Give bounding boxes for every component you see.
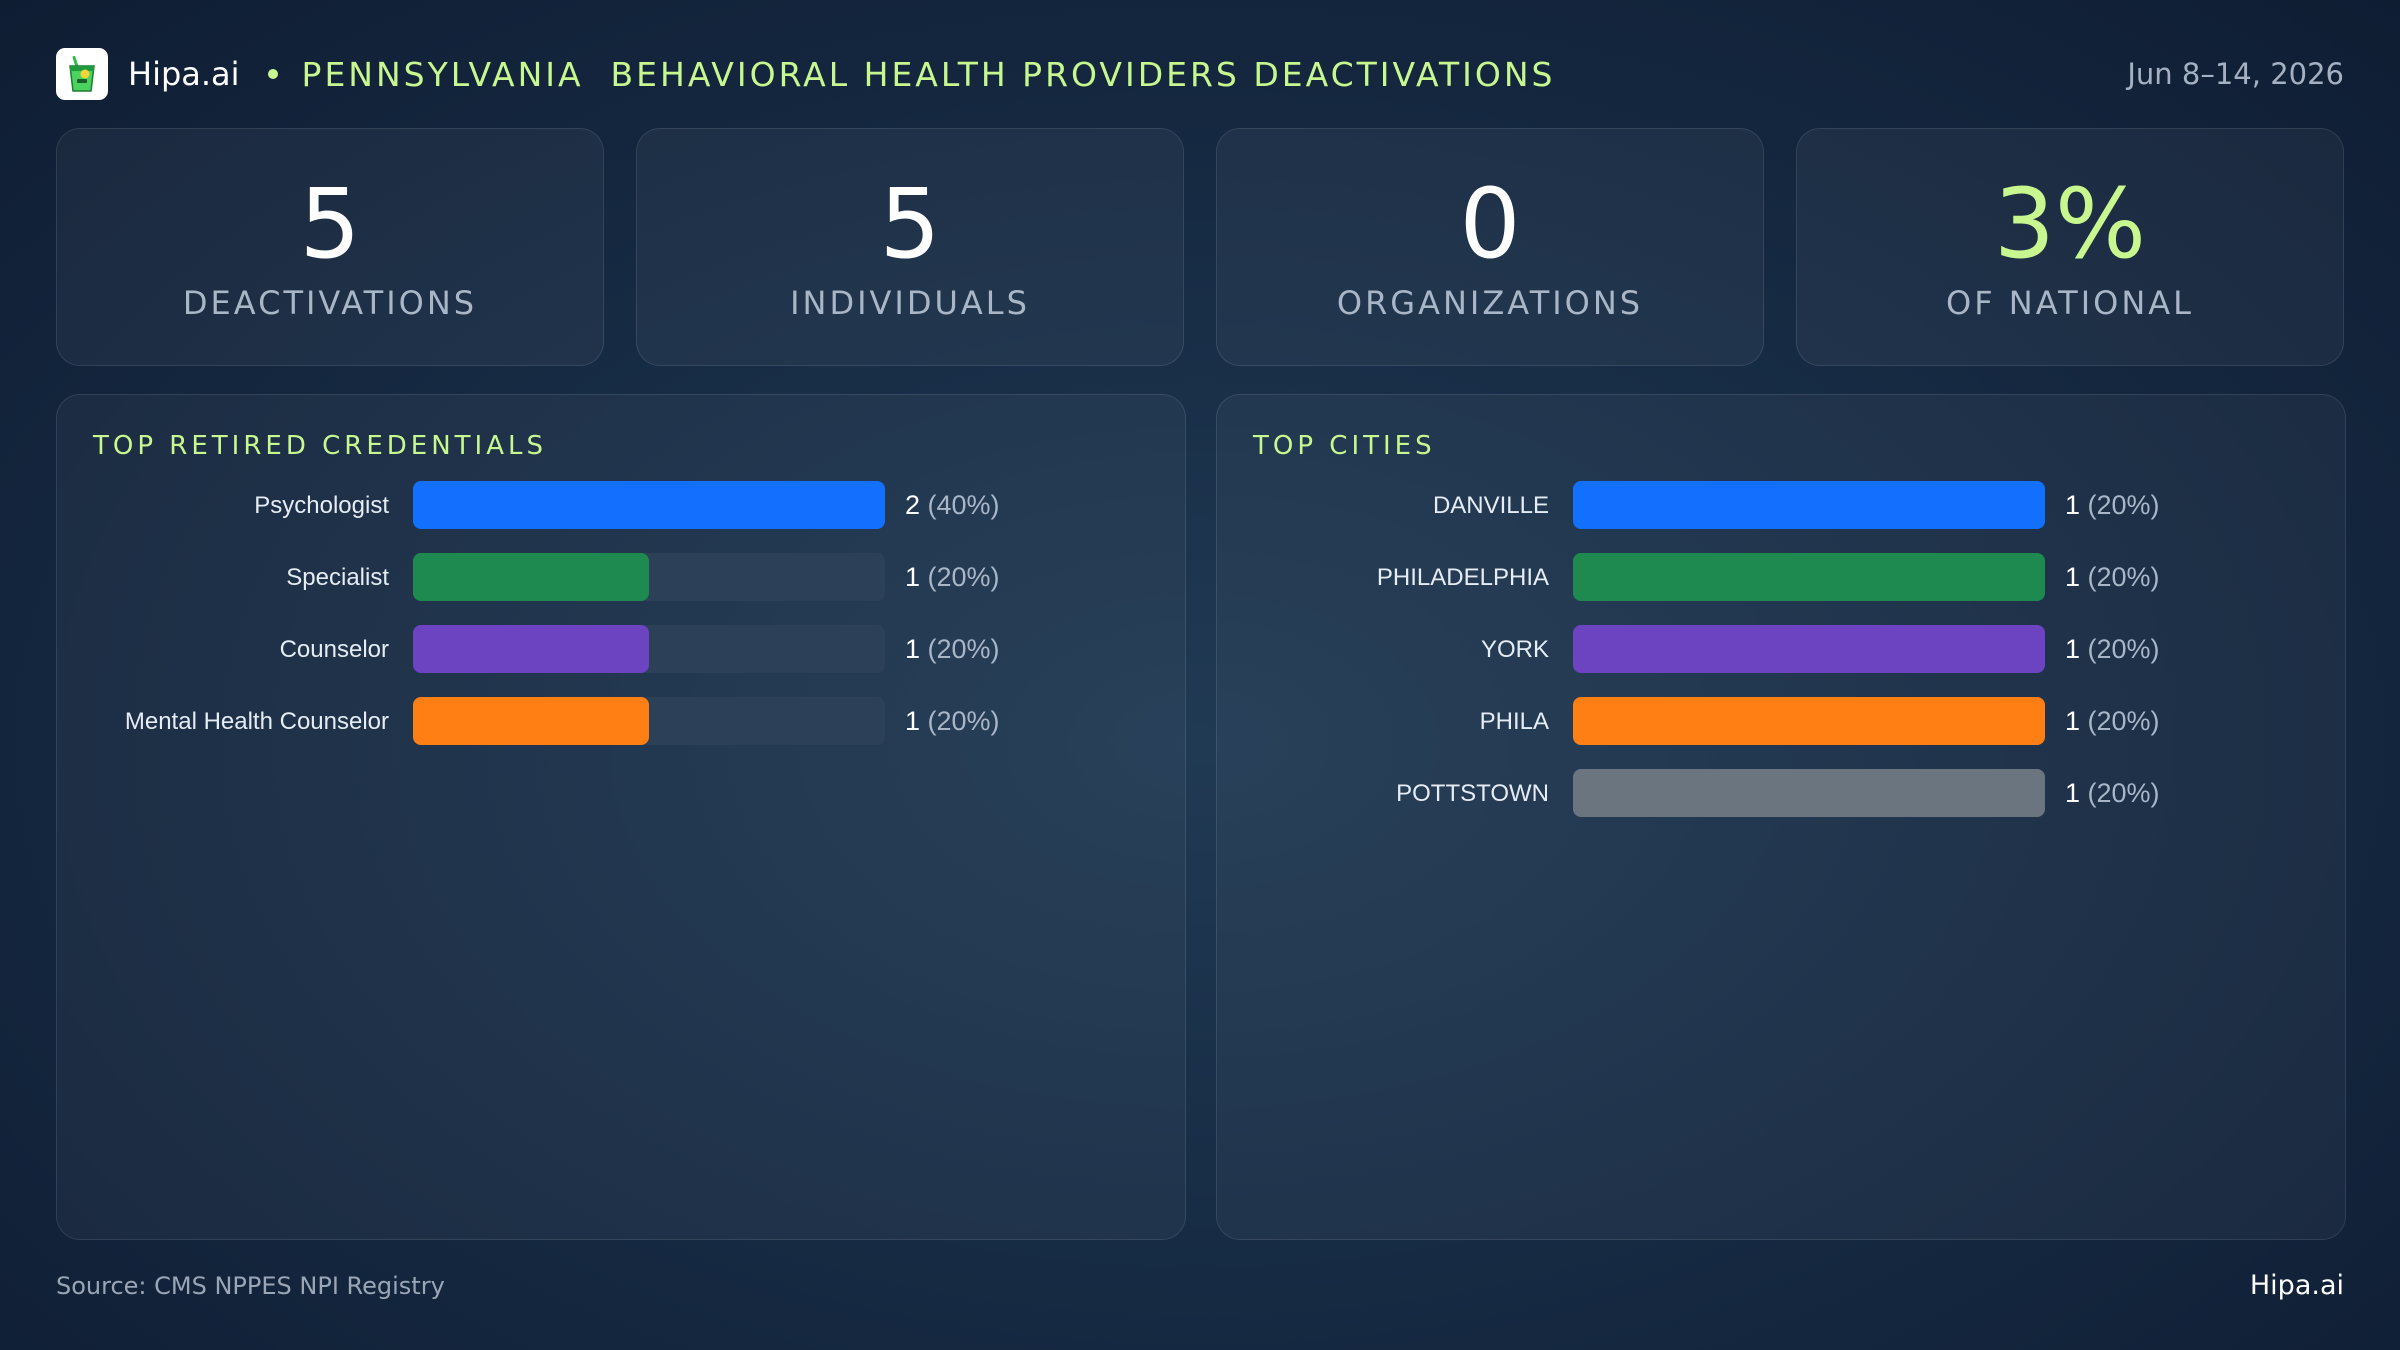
bar-label: YORK — [1481, 636, 1549, 663]
bar-value-label: 1 (20%) — [2065, 634, 2160, 664]
bar-value-label: 1 (20%) — [905, 562, 1000, 592]
brand-logo — [56, 48, 108, 100]
bar-label: Mental Health Counselor — [125, 708, 389, 735]
stat-value: 5 — [879, 168, 941, 280]
bar — [413, 553, 649, 601]
stat-label: INDIVIDUALS — [790, 284, 1030, 322]
bar-label: DANVILLE — [1433, 492, 1549, 519]
bar — [1573, 769, 2045, 817]
credentials-bar-chart: Psychologist 2 (40%) Specialist 1 (20%) Coun… — [125, 481, 1000, 745]
panel-title: TOP CITIES — [1253, 431, 1436, 461]
stat-label: OF NATIONAL — [1946, 284, 2194, 322]
credentials-panel: TOP RETIRED CREDENTIALS Psychologist 2 (4… — [56, 394, 1186, 1240]
stat-label: ORGANIZATIONS — [1336, 284, 1644, 322]
bar — [1573, 697, 2045, 745]
stat-label: DEACTIVATIONS — [182, 284, 478, 322]
bar-value-label: 1 (20%) — [905, 706, 1000, 736]
stat-value: 3% — [1993, 168, 2147, 280]
stat-value: 0 — [1459, 168, 1521, 280]
brand-name: Hipa.ai — [128, 55, 240, 93]
bar-label: PHILA — [1480, 708, 1549, 735]
header: Hipa.ai PENNSYLVANIA BEHAVIORAL HEALTH P… — [56, 46, 2344, 102]
stats-row: 5 DEACTIVATIONS 5 INDIVIDUALS 0 ORGANIZA… — [56, 128, 2344, 366]
stat-card-national: 3% OF NATIONAL — [1796, 128, 2344, 366]
bar-value-label: 1 (20%) — [2065, 562, 2160, 592]
stat-value: 5 — [299, 168, 361, 280]
cities-panel: TOP CITIES DANVILLE 1 (20%) PHILADELPHIA 1 … — [1216, 394, 2346, 1240]
date-range: Jun 8–14, 2026 — [2127, 57, 2344, 91]
bar-label: PHILADELPHIA — [1377, 564, 1549, 591]
bar-value-label: 1 (20%) — [2065, 706, 2160, 736]
cup-icon — [69, 55, 95, 92]
bar — [413, 481, 885, 529]
bar-value-label: 2 (40%) — [905, 490, 1000, 520]
stat-card-individuals: 5 INDIVIDUALS — [636, 128, 1184, 366]
bar — [1573, 625, 2045, 673]
separator-dot — [267, 69, 278, 79]
source-note: Source: CMS NPPES NPI Registry — [56, 1272, 445, 1300]
bar-label: POTTSTOWN — [1396, 780, 1549, 807]
cities-bar-chart: DANVILLE 1 (20%) PHILADELPHIA 1 (20%) YORK 1 … — [1377, 481, 2160, 817]
panel-title: TOP RETIRED CREDENTIALS — [93, 431, 547, 461]
page-title: PENNSYLVANIA BEHAVIORAL HEALTH PROVIDERS… — [301, 54, 1556, 94]
bar — [413, 697, 649, 745]
bar — [1573, 553, 2045, 601]
bar — [1573, 481, 2045, 529]
bar-label: Psychologist — [254, 492, 389, 519]
bar-value-label: 1 (20%) — [2065, 490, 2160, 520]
stat-card-deactivations: 5 DEACTIVATIONS — [56, 128, 604, 366]
bar — [413, 625, 649, 673]
bar-label: Specialist — [286, 564, 389, 591]
footer-brand: Hipa.ai — [2249, 1270, 2344, 1301]
bar-label: Counselor — [280, 636, 389, 663]
bar-value-label: 1 (20%) — [905, 634, 1000, 664]
stat-card-organizations: 0 ORGANIZATIONS — [1216, 128, 1764, 366]
bar-value-label: 1 (20%) — [2065, 778, 2160, 808]
